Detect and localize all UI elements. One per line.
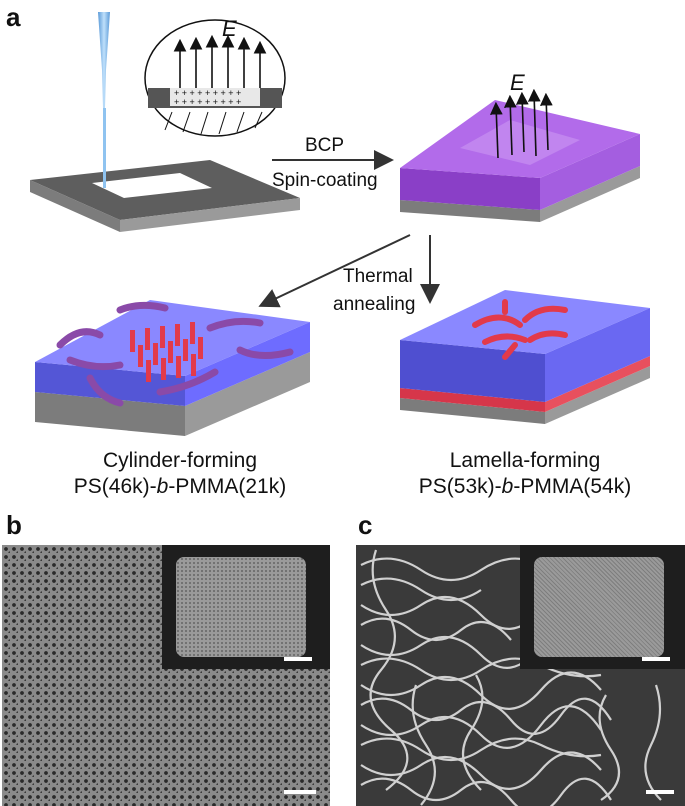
cylinder-forming-schematic <box>35 300 310 436</box>
cylinder-caption-line1: Cylinder-forming <box>102 449 258 472</box>
film-field-label: E <box>510 70 525 95</box>
svg-text:+ + + + + + + + +: + + + + + + + + + <box>174 88 241 98</box>
substrate-initial <box>30 160 300 232</box>
inset-scalebar <box>642 657 670 661</box>
arrow2-label-line2: annealing <box>333 294 416 315</box>
cylinder-caption-line2: PS(46k)-b-PMMA(21k) <box>73 475 287 498</box>
field-inset: + + + + + + + + + + + + + + + + + + <box>144 19 286 137</box>
substrate-bcp-film <box>400 88 640 222</box>
exposure-tip <box>98 12 110 188</box>
panel-c-letter: c <box>358 510 373 540</box>
arrow2-label-line1: Thermal <box>343 266 413 287</box>
sem-image-cylinder <box>2 545 330 806</box>
arrow1-label-line1: BCP <box>305 135 345 156</box>
scalebar <box>646 790 674 794</box>
inset-field-label: E <box>222 16 237 41</box>
panel-a-letter: a <box>6 2 21 32</box>
lamella-caption-line2: PS(53k)-b-PMMA(54k) <box>418 475 632 498</box>
arrow1-label-line2: Spin-coating <box>272 170 378 191</box>
lamella-forming-schematic <box>400 290 650 424</box>
inset-scalebar <box>284 657 312 661</box>
sem-image-lamella <box>356 545 685 806</box>
svg-text:+ + + + + + + + +: + + + + + + + + + <box>174 97 241 107</box>
lamella-caption-line1: Lamella-forming <box>449 449 601 472</box>
sem-inset-cylinder <box>162 545 330 669</box>
panel-a-schematic: + + + + + + + + + + + + + + + + + + <box>30 12 650 436</box>
scalebar <box>284 790 316 794</box>
panel-b-letter: b <box>6 510 22 540</box>
sem-inset-lamella <box>520 545 685 669</box>
arrow-to-cylinder <box>258 234 411 308</box>
